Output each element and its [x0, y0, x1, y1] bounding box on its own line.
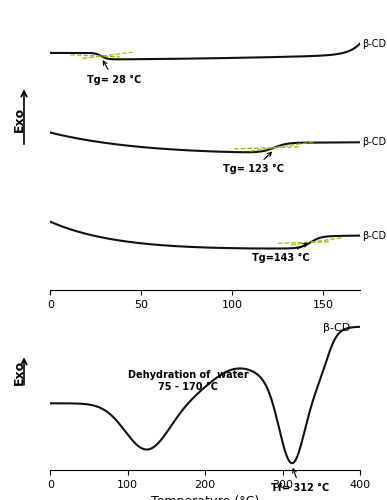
Text: β-CD: β-CD [324, 323, 351, 333]
Text: Tg= 123 °C: Tg= 123 °C [223, 152, 284, 174]
Text: Exo: Exo [13, 107, 26, 132]
Text: Tg=143 °C: Tg=143 °C [252, 244, 310, 263]
X-axis label: Temperature (°C): Temperature (°C) [151, 496, 259, 500]
Text: Tf= 312 °C: Tf= 312 °C [271, 469, 329, 493]
Text: β-CDBn₇: β-CDBn₇ [362, 230, 387, 240]
Text: Dehydration of  water
75 - 170 °C: Dehydration of water 75 - 170 °C [128, 370, 248, 392]
Text: β-CDBn₁₄: β-CDBn₁₄ [362, 138, 387, 147]
Text: β-CDBn₂₁: β-CDBn₂₁ [362, 38, 387, 48]
Text: Tg= 28 °C: Tg= 28 °C [87, 61, 141, 84]
Text: Exo: Exo [13, 360, 26, 385]
